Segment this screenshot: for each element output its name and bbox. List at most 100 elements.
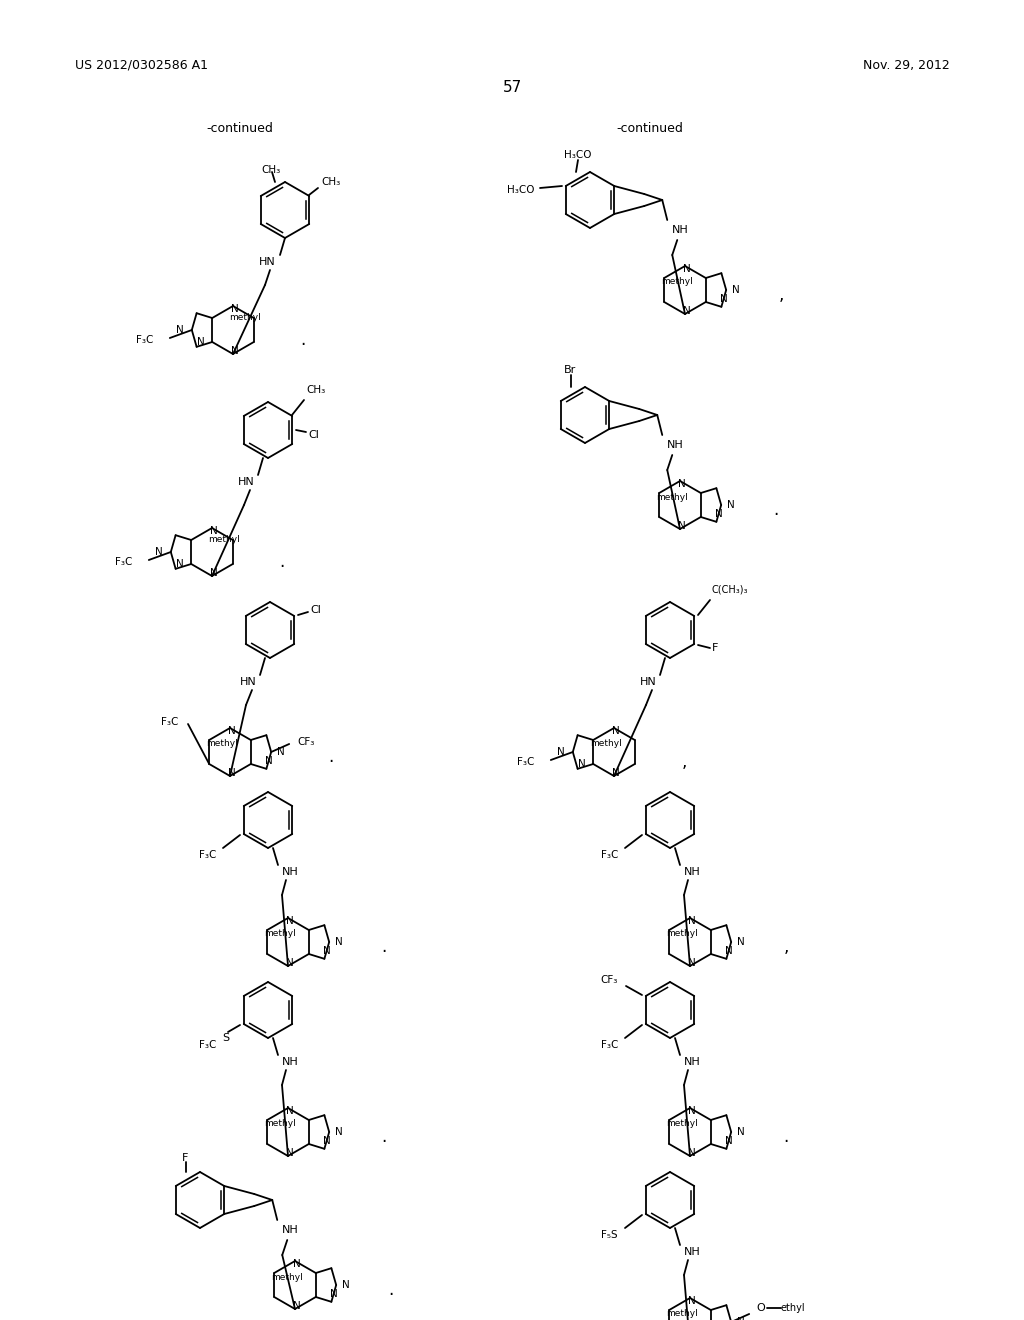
Text: N: N (228, 726, 236, 737)
Text: N: N (335, 1127, 343, 1137)
Text: N: N (612, 726, 620, 737)
Text: HN: HN (640, 677, 656, 686)
Text: .: . (300, 331, 305, 348)
Text: methyl: methyl (264, 929, 296, 939)
Text: N: N (612, 768, 620, 777)
Text: ,: , (778, 286, 784, 304)
Text: HN: HN (238, 477, 254, 487)
Text: N: N (264, 756, 272, 766)
Text: N: N (293, 1302, 301, 1311)
Text: N: N (678, 521, 686, 531)
Text: NH: NH (282, 867, 298, 876)
Text: N: N (228, 768, 236, 777)
Text: Br: Br (564, 366, 577, 375)
Text: N: N (678, 479, 686, 488)
Text: methyl: methyl (229, 314, 261, 322)
Text: N: N (688, 1296, 696, 1305)
Text: .: . (773, 502, 779, 519)
Text: N: N (683, 264, 691, 275)
Text: NH: NH (684, 1247, 700, 1257)
Text: F₃C: F₃C (517, 756, 535, 767)
Text: -continued: -continued (207, 121, 273, 135)
Text: .: . (280, 553, 285, 572)
Text: N: N (293, 1259, 301, 1269)
Text: 57: 57 (503, 81, 521, 95)
Text: methyl: methyl (208, 536, 240, 544)
Text: NH: NH (282, 1057, 298, 1067)
Text: H₃CO: H₃CO (564, 150, 592, 160)
Text: methyl: methyl (667, 929, 698, 939)
Text: methyl: methyl (271, 1272, 303, 1282)
Text: HN: HN (240, 677, 256, 686)
Text: Cl: Cl (308, 430, 318, 440)
Text: N: N (578, 759, 586, 768)
Text: N: N (286, 916, 294, 927)
Text: N: N (210, 525, 218, 536)
Text: Nov. 29, 2012: Nov. 29, 2012 (863, 58, 950, 71)
Text: N: N (727, 500, 735, 510)
Text: CH₃: CH₃ (261, 165, 281, 176)
Text: N: N (278, 747, 285, 756)
Text: .: . (382, 939, 387, 956)
Text: N: N (335, 937, 343, 946)
Text: methyl: methyl (206, 739, 238, 748)
Text: N: N (330, 1288, 337, 1299)
Text: N: N (720, 294, 727, 304)
Text: NH: NH (684, 1057, 700, 1067)
Text: N: N (231, 346, 239, 356)
Text: Cl: Cl (310, 605, 321, 615)
Text: N: N (737, 1127, 745, 1137)
Text: F₃C: F₃C (116, 557, 133, 568)
Text: .: . (783, 1129, 788, 1146)
Text: CF₃: CF₃ (601, 975, 618, 985)
Text: CH₃: CH₃ (306, 385, 326, 395)
Text: .: . (329, 748, 334, 766)
Text: O: O (757, 1303, 766, 1313)
Text: F₃C: F₃C (601, 850, 618, 861)
Text: -continued: -continued (616, 121, 683, 135)
Text: F: F (712, 643, 719, 653)
Text: NH: NH (282, 1225, 299, 1236)
Text: .: . (382, 1129, 387, 1146)
Text: N: N (155, 546, 163, 557)
Text: N: N (342, 1280, 350, 1290)
Text: US 2012/0302586 A1: US 2012/0302586 A1 (75, 58, 208, 71)
Text: .: . (388, 1280, 394, 1299)
Text: N: N (688, 916, 696, 927)
Text: N: N (732, 285, 740, 294)
Text: N: N (683, 306, 691, 315)
Text: ethyl: ethyl (781, 1303, 806, 1313)
Text: N: N (231, 304, 239, 314)
Text: H₃CO: H₃CO (508, 185, 535, 195)
Text: CF₃: CF₃ (298, 737, 314, 747)
Text: N: N (557, 747, 565, 756)
Text: F₃C: F₃C (199, 1040, 216, 1049)
Text: F₃C: F₃C (136, 335, 154, 345)
Text: N: N (725, 1135, 732, 1146)
Text: ,: , (783, 939, 788, 956)
Text: NH: NH (667, 440, 684, 450)
Text: F₃C: F₃C (199, 850, 216, 861)
Text: F₅S: F₅S (601, 1230, 618, 1239)
Text: N: N (688, 1148, 696, 1158)
Text: N: N (197, 337, 205, 347)
Text: F₃C: F₃C (161, 717, 178, 727)
Text: methyl: methyl (590, 739, 622, 748)
Text: methyl: methyl (264, 1119, 296, 1129)
Text: N: N (286, 1148, 294, 1158)
Text: methyl: methyl (662, 277, 693, 286)
Text: N: N (715, 508, 722, 519)
Text: ,: , (681, 752, 687, 771)
Text: NH: NH (672, 224, 688, 235)
Text: N: N (176, 558, 183, 569)
Text: F₃C: F₃C (601, 1040, 618, 1049)
Text: N: N (323, 946, 331, 956)
Text: methyl: methyl (656, 492, 688, 502)
Text: CH₃: CH₃ (321, 177, 340, 187)
Text: N: N (737, 937, 745, 946)
Text: N: N (286, 1106, 294, 1115)
Text: HN: HN (259, 257, 275, 267)
Text: methyl: methyl (667, 1119, 698, 1129)
Text: N: N (688, 958, 696, 968)
Text: N: N (323, 1135, 331, 1146)
